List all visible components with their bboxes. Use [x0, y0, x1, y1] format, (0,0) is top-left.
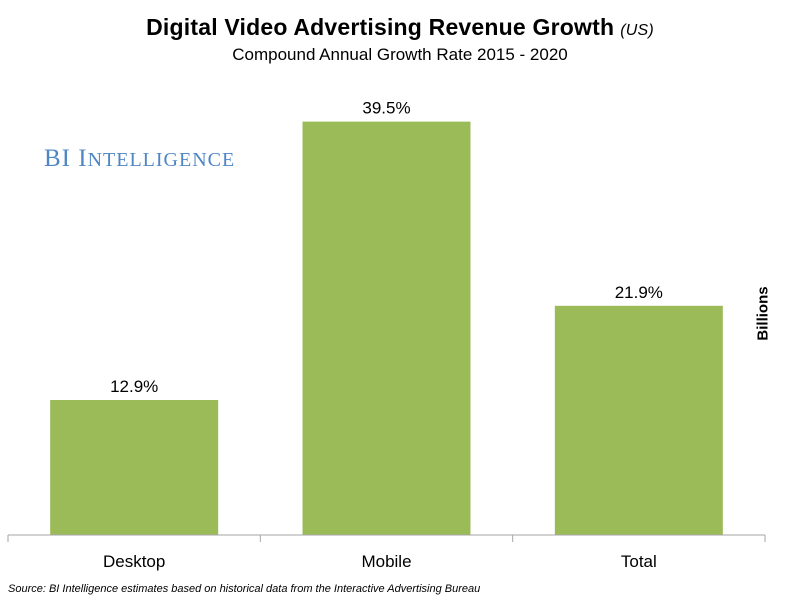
bar-group: 12.9% 39.5% 21.9% — [50, 99, 723, 536]
category-label-mobile: Mobile — [361, 552, 411, 571]
y-axis-label: Billions — [754, 286, 772, 341]
data-label-desktop: 12.9% — [110, 377, 158, 396]
logo-first-word: BI — [44, 145, 71, 172]
bar-mobile — [302, 121, 471, 536]
bar-desktop — [50, 400, 219, 535]
data-label-mobile: 39.5% — [362, 99, 410, 118]
data-label-total: 21.9% — [615, 283, 663, 302]
category-label-desktop: Desktop — [103, 552, 165, 571]
category-label-total: Total — [621, 552, 657, 571]
chart-title-text: Digital Video Advertising Revenue Growth — [146, 14, 615, 40]
x-axis: Desktop Mobile Total — [7, 534, 766, 571]
chart-title-qualifier: (US) — [620, 22, 654, 39]
bi-intelligence-logo: BI INTELLIGENCE — [44, 145, 235, 173]
chart-subtitle: Compound Annual Growth Rate 2015 - 2020 — [232, 45, 568, 64]
chart-title: Digital Video Advertising Revenue Growth… — [0, 14, 800, 41]
bar-total — [554, 305, 723, 535]
logo-second-word: INTELLIGENCE — [78, 145, 236, 172]
source-note: Source: BI Intelligence estimates based … — [8, 583, 481, 595]
